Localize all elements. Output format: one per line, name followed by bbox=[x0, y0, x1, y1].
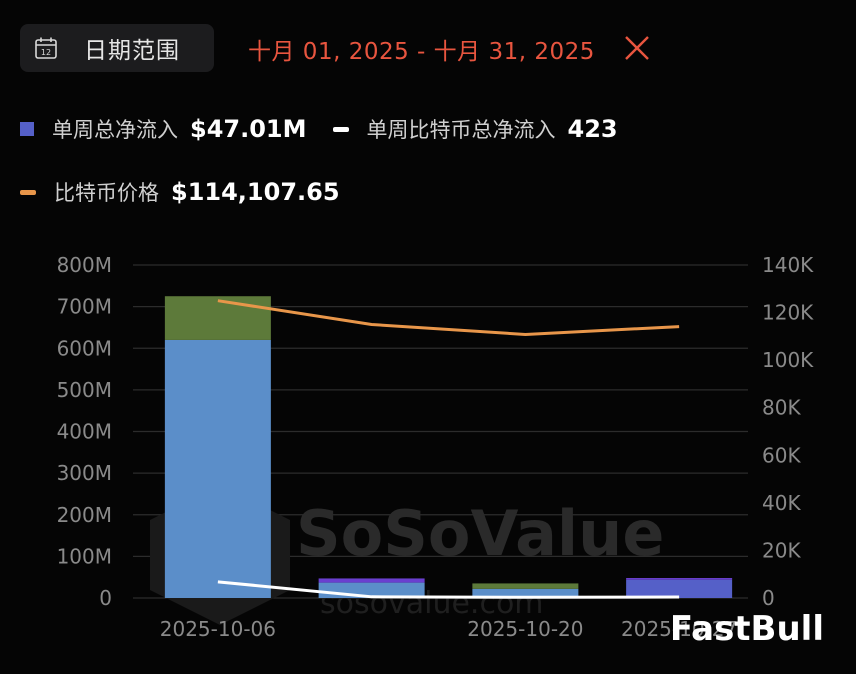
y-right-tick-label: 80K bbox=[762, 396, 801, 420]
watermark-brand: SoSoValue bbox=[296, 497, 664, 570]
legend-price-value: $114,107.65 bbox=[171, 178, 340, 206]
date-range-value: 十月 01, 2025 - 十月 31, 2025 bbox=[248, 39, 595, 65]
y-left-tick-label: 200M bbox=[57, 503, 112, 527]
y-axis-right: 0 20K 40K 60K 80K 100K 120K 140K bbox=[762, 253, 814, 610]
bar-segment bbox=[472, 583, 579, 589]
y-left-tick-label: 500M bbox=[57, 378, 112, 402]
date-range-button[interactable]: 12 日期范围 bbox=[20, 24, 214, 72]
price-line bbox=[217, 299, 680, 336]
x-axis: 2025-10-06 2025-10-20 2025-10-27 bbox=[160, 617, 737, 641]
legend-btc-inflow-swatch bbox=[332, 126, 349, 132]
y-right-tick-label: 140K bbox=[762, 253, 814, 277]
bar-segment bbox=[164, 296, 271, 340]
y-right-tick-label: 0 bbox=[762, 586, 775, 610]
date-range-label: 日期范围 bbox=[84, 38, 180, 64]
y-right-tick-label: 120K bbox=[762, 301, 814, 325]
bar-segment bbox=[626, 579, 733, 598]
x-tick-label: 2025-10-20 bbox=[467, 617, 583, 641]
legend-inflow-name: 单周总净流入 bbox=[52, 118, 178, 142]
btc-inflow-line bbox=[217, 580, 680, 599]
close-icon[interactable] bbox=[622, 33, 652, 63]
bar-segment bbox=[626, 578, 733, 580]
y-left-tick-label: 600M bbox=[57, 336, 112, 360]
y-right-tick-label: 100K bbox=[762, 348, 814, 372]
bar-segment bbox=[472, 588, 579, 598]
legend-inflow-swatch bbox=[20, 122, 34, 136]
legend-price-name: 比特币价格 bbox=[54, 181, 159, 205]
bar-segment bbox=[318, 578, 425, 583]
y-left-tick-label: 400M bbox=[57, 420, 112, 444]
y-left-tick-label: 100M bbox=[57, 544, 112, 568]
legend-row-1: 单周总净流入 $47.01M 单周比特币总净流入 423 bbox=[20, 114, 644, 144]
y-left-tick-label: 800M bbox=[57, 253, 112, 277]
bar-series bbox=[164, 296, 733, 598]
line-series bbox=[217, 299, 680, 599]
y-right-tick-label: 60K bbox=[762, 443, 801, 467]
y-left-tick-label: 700M bbox=[57, 295, 112, 319]
bar-segment bbox=[164, 339, 271, 598]
y-left-tick-label: 300M bbox=[57, 461, 112, 485]
y-axis-left: 0 100M 200M 300M 400M 500M 600M 700M 800M bbox=[57, 253, 112, 610]
legend-inflow-value: $47.01M bbox=[190, 115, 307, 143]
legend-btc-inflow-name: 单周比特币总净流入 bbox=[366, 118, 556, 142]
x-tick-label: 2025-10-27 bbox=[621, 617, 737, 641]
x-tick-label: 2025-10-06 bbox=[160, 617, 276, 641]
y-right-tick-label: 40K bbox=[762, 491, 801, 515]
corner-watermark: FastBull bbox=[670, 609, 824, 649]
y-left-tick-label: 0 bbox=[99, 586, 112, 610]
legend-btc-inflow-value: 423 bbox=[567, 115, 618, 143]
y-right-tick-label: 20K bbox=[762, 538, 801, 562]
legend-row-2: 比特币价格 $114,107.65 bbox=[20, 177, 366, 207]
calendar-icon: 12 bbox=[35, 37, 57, 59]
legend-price-swatch bbox=[20, 189, 36, 195]
svg-text:12: 12 bbox=[41, 48, 51, 57]
